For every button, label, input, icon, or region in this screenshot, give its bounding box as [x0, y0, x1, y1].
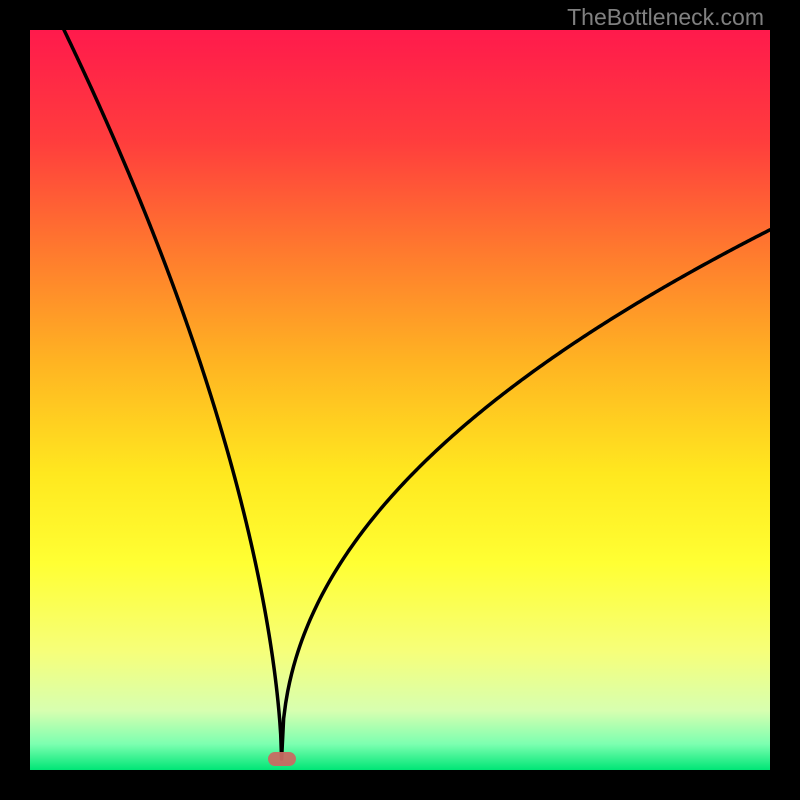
bottleneck-curve	[0, 0, 800, 800]
optimum-marker	[268, 752, 296, 766]
watermark-text: TheBottleneck.com	[567, 4, 764, 31]
chart-outer: TheBottleneck.com	[0, 0, 800, 800]
